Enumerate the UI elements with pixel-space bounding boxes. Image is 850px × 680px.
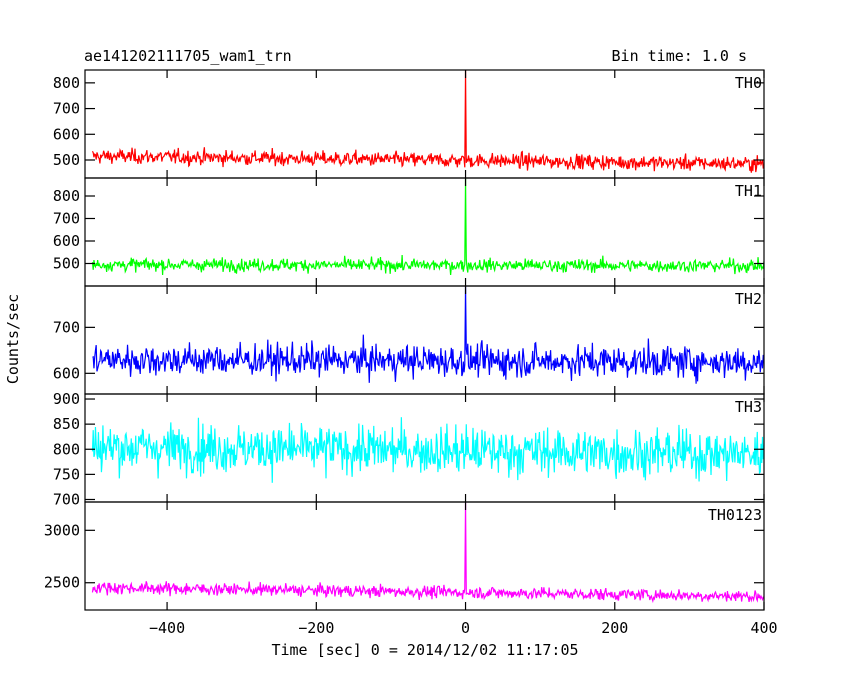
x-axis-label: Time [sec] 0 = 2014/12/02 11:17:05 [271, 641, 578, 659]
panel-frame [84, 393, 765, 503]
panel-label-th1: TH1 [735, 182, 762, 200]
y-tick-label: 800 [53, 74, 80, 92]
series-line-th1 [91, 178, 764, 276]
panel-label-th3: TH3 [735, 398, 762, 416]
y-axis-label: Counts/sec [4, 294, 22, 384]
y-tick-label: 700 [53, 100, 80, 118]
y-tick-label: 800 [53, 440, 80, 458]
y-tick-label: 700 [53, 490, 80, 508]
panel-th2: 600 700 TH2 [53, 285, 765, 395]
y-tick-label: 800 [53, 187, 80, 205]
panel-th1: 500 600 700 800 TH1 [53, 177, 765, 287]
panel-frame [84, 501, 765, 611]
y-tick-label: 750 [53, 465, 80, 483]
x-tick-label: 0 [461, 619, 470, 637]
panel-th0: 500 600 700 800 TH0 [53, 69, 765, 179]
y-tick-label: 850 [53, 415, 80, 433]
bin-time-label: Bin time: 1.0 s [612, 47, 747, 65]
x-tick-label: −200 [298, 619, 334, 637]
y-tick-label: 600 [53, 125, 80, 143]
y-tick-label: 600 [53, 232, 80, 250]
panel-th0123: 2500 3000 TH0123 [44, 501, 765, 611]
y-tick-label: 2500 [44, 574, 80, 592]
x-tick-label: 200 [601, 619, 628, 637]
y-tick-label: 500 [53, 255, 80, 273]
x-tick-label: −400 [149, 619, 185, 637]
panel-th3: 700 750 800 850 900 TH3 [53, 390, 765, 508]
y-tick-label: 600 [53, 364, 80, 382]
panel-label-th2: TH2 [735, 290, 762, 308]
series-line-th0123 [91, 502, 764, 604]
y-tick-label: 900 [53, 390, 80, 408]
y-tick-label: 700 [53, 318, 80, 336]
series-line-th2 [92, 286, 764, 384]
plot-title: ae141202111705_wam1_trn [84, 47, 292, 65]
panel-stack: 500 600 700 800 TH0 500 600 700 800 TH1 600 700 TH2 7… [44, 69, 765, 611]
y-tick-label: 3000 [44, 521, 80, 539]
panel-frame [84, 285, 765, 395]
series-line-th3 [91, 417, 764, 483]
panel-label-th0: TH0 [735, 74, 762, 92]
panel-label-th0123: TH0123 [708, 506, 762, 524]
y-tick-label: 500 [53, 151, 80, 169]
x-tick-label: 400 [750, 619, 777, 637]
y-tick-label: 700 [53, 210, 80, 228]
series-line-th0 [91, 70, 764, 173]
x-axis: −400 −200 0 200 400 [149, 619, 778, 637]
